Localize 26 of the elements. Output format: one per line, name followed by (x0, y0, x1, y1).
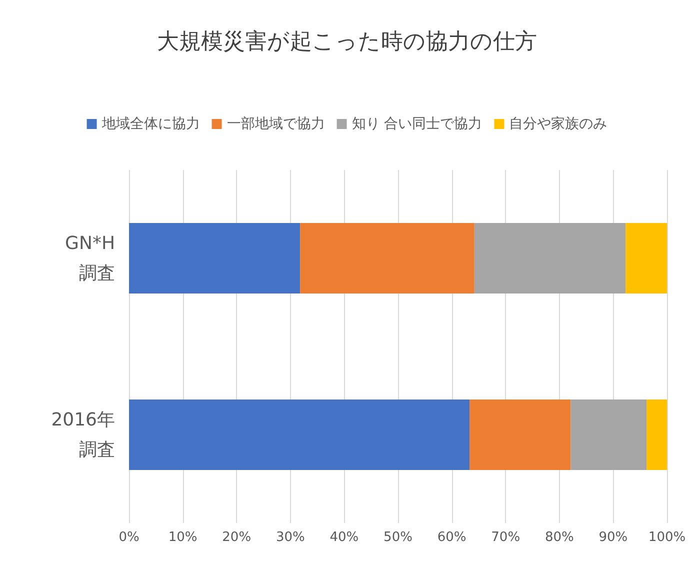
legend-label: 知り 合い同士で協力 (352, 116, 482, 132)
x-tick-label: 70% (491, 530, 520, 545)
x-tick-label: 40% (330, 530, 359, 545)
bar (470, 399, 571, 470)
x-tick-label: 30% (276, 530, 305, 545)
bar (129, 399, 470, 470)
legend-label: 一部地域で協力 (226, 116, 325, 132)
x-tick-label: 20% (222, 530, 252, 545)
y-tick-label: 2016年調査 (51, 409, 115, 460)
bar (474, 222, 626, 294)
bar (300, 222, 474, 294)
bar (646, 399, 667, 470)
x-tick-label: 10% (168, 530, 198, 545)
x-tick-label: 60% (437, 530, 466, 545)
x-tick-label: 100% (648, 530, 686, 545)
bar (570, 399, 647, 470)
legend-label: 自分や家族のみ (509, 116, 608, 132)
x-tick-label: 80% (544, 530, 574, 545)
x-tick-label: 50% (384, 530, 412, 545)
bar (626, 222, 667, 294)
legend-label: 地域全体に協力 (100, 116, 200, 132)
x-tick-label: 90% (598, 530, 628, 545)
chart-title: 大規模災害が起こった時の協力の仕方 (157, 30, 537, 54)
x-tick-label: 0% (118, 530, 140, 545)
y-tick-label: GN*H調査 (65, 232, 115, 284)
bar (129, 222, 300, 294)
